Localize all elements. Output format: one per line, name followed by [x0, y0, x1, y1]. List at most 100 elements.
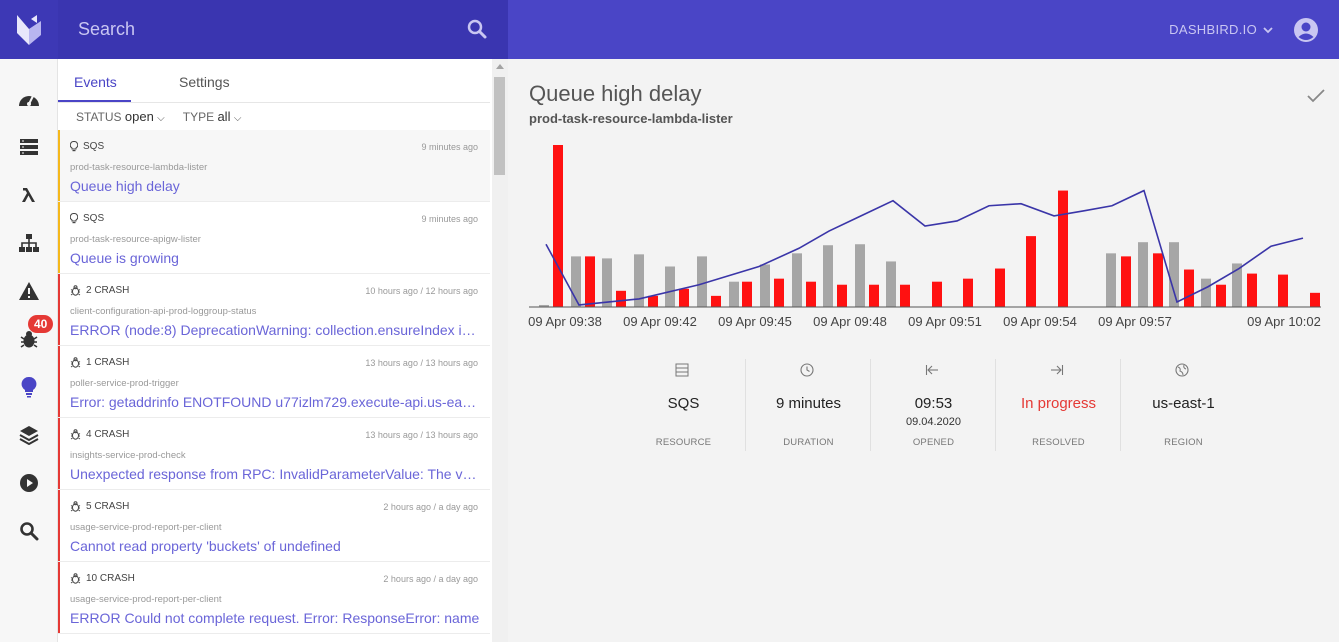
nav-errors[interactable]	[0, 319, 58, 359]
status-filter[interactable]: STATUS open ⌵	[76, 109, 165, 124]
gray-bar	[1201, 278, 1211, 307]
clock-icon	[800, 363, 814, 377]
event-title[interactable]: ERROR (node:8) DeprecationWarning: colle…	[70, 322, 480, 338]
event-source: client-configuration-api-prod-loggroup-s…	[70, 306, 257, 317]
stat-value: us-east-1	[1152, 395, 1215, 412]
event-type: SQS	[70, 213, 104, 224]
severity-stripe	[58, 202, 60, 273]
tab-settings[interactable]: Settings	[179, 74, 230, 90]
account-menu[interactable]: DASHBIRD.IO	[1169, 22, 1273, 37]
red-bar	[585, 256, 595, 307]
stat-value: 9 minutes	[775, 395, 842, 412]
x-tick-label: 09 Apr 10:02	[1247, 314, 1321, 329]
x-tick-label: 09 Apr 09:54	[1003, 314, 1077, 329]
resolve-check-icon[interactable]	[1307, 89, 1325, 103]
left-nav: 40	[0, 59, 58, 642]
type-filter[interactable]: TYPE all ⌵	[183, 109, 242, 124]
event-list-item[interactable]: 1 CRASH 13 hours ago / 13 hours ago poller…	[58, 346, 490, 418]
alert-icon	[19, 282, 39, 300]
x-tick-label: 09 Apr 09:42	[623, 314, 697, 329]
red-bar	[679, 288, 689, 307]
event-time: 9 minutes ago	[421, 142, 478, 152]
tab-events[interactable]: Events	[74, 74, 117, 90]
event-title[interactable]: Queue high delay	[70, 178, 180, 194]
storage-icon	[20, 139, 38, 155]
event-title[interactable]: Error: getaddrinfo ENOTFOUND u77izlm729.…	[70, 394, 480, 410]
nav-lambda[interactable]	[0, 175, 58, 215]
network-icon	[19, 234, 39, 252]
red-bar	[1310, 292, 1320, 307]
gray-bar	[634, 254, 644, 307]
lightbulb-icon	[70, 213, 78, 224]
event-title[interactable]: Queue is growing	[70, 250, 179, 266]
nav-dashboard[interactable]	[0, 79, 58, 119]
event-type: 10 CRASH	[70, 573, 135, 584]
search-bar[interactable]: Search	[58, 0, 508, 59]
events-tabs: Events Settings	[58, 59, 490, 103]
bug-icon	[70, 285, 81, 296]
stat-value: In progress	[1020, 395, 1097, 412]
event-title[interactable]: ERROR Could not complete request. Error:…	[70, 610, 480, 626]
chevron-down-icon: ⌵	[233, 113, 242, 124]
event-list-item[interactable]: 4 CRASH 13 hours ago / 13 hours ago insigh…	[58, 418, 490, 490]
gray-bar	[823, 245, 833, 307]
nav-insights[interactable]	[0, 367, 58, 407]
scroll-up-arrow-icon[interactable]	[496, 64, 504, 69]
event-title[interactable]: Unexpected response from RPC: InvalidPar…	[70, 466, 480, 482]
event-type: 5 CRASH	[70, 501, 129, 512]
stat-label: RESOURCE	[655, 437, 712, 448]
event-type: SQS	[70, 141, 104, 152]
nav-alerts[interactable]	[0, 271, 58, 311]
event-list-item[interactable]: SQS 9 minutes ago prod-task-resource-apigw…	[58, 202, 490, 274]
gray-bar	[571, 256, 581, 307]
event-source: poller-service-prod-trigger	[70, 378, 179, 389]
stat-label: OPENED	[912, 437, 955, 448]
nav-tracing[interactable]	[0, 463, 58, 503]
storage-icon	[675, 363, 689, 377]
arrow-left-bar-icon	[925, 365, 938, 375]
event-list-item[interactable]: 10 CRASH 2 hours ago / a day ago usage-ser…	[58, 562, 490, 634]
search-icon[interactable]	[466, 18, 488, 40]
red-bar	[1278, 274, 1288, 307]
x-tick-label: 09 Apr 09:57	[1098, 314, 1172, 329]
event-type-label: 5 CRASH	[86, 501, 130, 512]
logo[interactable]	[0, 0, 58, 59]
x-tick-label: 09 Apr 09:38	[528, 314, 602, 329]
red-bar	[1058, 190, 1068, 307]
event-list: SQS 9 minutes ago prod-task-resource-lambd…	[58, 130, 490, 634]
nav-resources[interactable]	[0, 127, 58, 167]
red-bar	[1153, 253, 1163, 307]
event-list-item[interactable]: SQS 9 minutes ago prod-task-resource-lambd…	[58, 130, 490, 202]
nav-search[interactable]	[0, 511, 58, 551]
event-type: 1 CRASH	[70, 357, 129, 368]
event-type-label: SQS	[83, 141, 105, 152]
detail-subtitle[interactable]: prod-task-resource-lambda-lister	[529, 111, 733, 126]
event-source: prod-task-resource-lambda-lister	[70, 162, 208, 173]
gray-bar-series	[539, 242, 1242, 307]
arrow-right-bar-icon	[1051, 365, 1064, 375]
event-title[interactable]: Cannot read property 'buckets' of undefi…	[70, 538, 341, 554]
event-list-item[interactable]: 2 CRASH 10 hours ago / 12 hours ago client…	[58, 274, 490, 346]
event-time: 13 hours ago / 13 hours ago	[365, 358, 478, 368]
event-type-label: 2 CRASH	[86, 285, 130, 296]
event-list-item[interactable]: 5 CRASH 2 hours ago / a day ago usage-serv…	[58, 490, 490, 562]
severity-stripe	[58, 490, 60, 561]
x-tick-label: 09 Apr 09:48	[813, 314, 887, 329]
stat-label: REGION	[1164, 437, 1203, 448]
red-bar	[1184, 269, 1194, 307]
event-source: insights-service-prod-check	[70, 450, 186, 461]
nav-network[interactable]	[0, 223, 58, 263]
scrollbar-thumb[interactable]	[494, 77, 505, 175]
event-time: 10 hours ago / 12 hours ago	[365, 286, 478, 296]
event-source: prod-task-resource-apigw-lister	[70, 234, 201, 245]
scrollbar[interactable]	[492, 59, 508, 642]
search-input[interactable]: Search	[78, 19, 136, 39]
nav-stacks[interactable]	[0, 415, 58, 455]
red-bar	[932, 281, 942, 307]
stat-label: RESOLVED	[1032, 437, 1085, 448]
red-bar-series	[553, 145, 1320, 307]
user-avatar-icon[interactable]	[1293, 17, 1319, 43]
account-label: DASHBIRD.IO	[1169, 22, 1257, 37]
layers-icon	[19, 426, 39, 445]
